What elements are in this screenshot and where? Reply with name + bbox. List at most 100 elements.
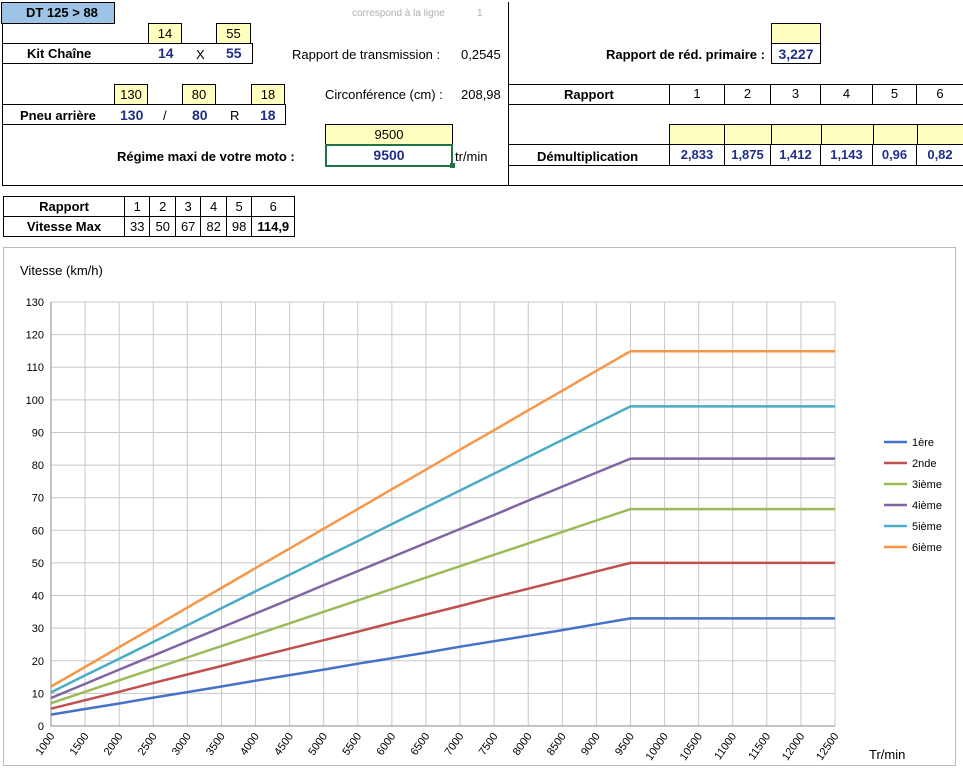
chart-x-label: Tr/min xyxy=(869,747,905,762)
x-tick-label: 5000 xyxy=(306,731,330,758)
gear-header-2: 2 xyxy=(725,84,771,104)
circumference-value: 208,98 xyxy=(461,87,501,102)
speed-gear-1: 1 xyxy=(123,196,151,217)
x-tick-label: 11000 xyxy=(712,731,739,762)
demult-value-1: 2,833 xyxy=(670,145,725,165)
demult-input-1[interactable] xyxy=(669,124,725,145)
primary-label: Rapport de réd. primaire : xyxy=(606,47,765,62)
x-tick-label: 8500 xyxy=(545,731,569,758)
x-tick-label: 8000 xyxy=(511,731,535,758)
y-tick-label: 70 xyxy=(32,493,44,505)
legend-label: 6ième xyxy=(912,542,942,554)
y-tick-label: 60 xyxy=(32,525,44,537)
tire-width-input[interactable]: 130 xyxy=(114,84,148,105)
speed-value-5: 98 xyxy=(225,216,253,237)
chain-front-value: 14 xyxy=(158,45,174,61)
x-tick-label: 7500 xyxy=(477,731,501,758)
chain-rear-value: 55 xyxy=(226,45,242,61)
series-line-3 xyxy=(50,507,835,705)
x-tick-label: 7000 xyxy=(443,731,467,758)
x-tick-label: 10500 xyxy=(678,731,705,763)
speed-gear-2: 2 xyxy=(149,196,176,217)
gear-header-3: 3 xyxy=(771,84,821,104)
gear-header-1: 1 xyxy=(670,84,725,104)
y-tick-label: 80 xyxy=(32,460,44,472)
x-tick-label: 2500 xyxy=(136,731,160,758)
x-tick-label: 4000 xyxy=(238,731,262,758)
speed-gear-5: 5 xyxy=(225,196,253,217)
gear-header-5: 5 xyxy=(873,84,917,104)
demult-input-6[interactable] xyxy=(917,124,963,145)
x-tick-label: 5500 xyxy=(340,731,364,758)
transmission-value: 0,2545 xyxy=(461,47,501,62)
legend-label: 1ère xyxy=(912,437,934,449)
y-tick-label: 40 xyxy=(32,591,44,603)
x-tick-label: 1500 xyxy=(68,731,92,758)
circumference-label: Circonférence (cm) : xyxy=(325,87,443,102)
x-tick-label: 2000 xyxy=(102,731,126,758)
series-line-6 xyxy=(50,349,835,688)
sheet-title[interactable]: DT 125 > 88 xyxy=(1,2,115,24)
tire-rim-value: 18 xyxy=(260,107,276,123)
speed-gear-6: 6 xyxy=(251,196,296,217)
primary-value: 3,227 xyxy=(771,43,821,64)
demult-input-4[interactable] xyxy=(821,124,874,145)
speed-value-4: 82 xyxy=(200,216,227,237)
series-line-1 xyxy=(50,617,835,716)
tire-slash: / xyxy=(163,108,167,123)
chart-y-label: Vitesse (km/h) xyxy=(20,263,103,278)
chain-rear-input[interactable]: 55 xyxy=(216,23,251,44)
x-tick-label: 11500 xyxy=(746,731,773,762)
demult-value-6: 0,82 xyxy=(927,147,953,162)
demult-value-5: 0,96 xyxy=(873,145,917,165)
rpm-unit: tr/min xyxy=(455,149,488,164)
y-tick-label: 50 xyxy=(32,558,44,570)
gear-header-4: 4 xyxy=(821,84,873,104)
x-tick-label: 12000 xyxy=(780,731,807,763)
tire-rim-input[interactable]: 18 xyxy=(251,84,285,105)
speed-chart-svg: 0 10 20 30 40 50 60 70 80 90 100 110 120 130 1000 1500 2… xyxy=(20,263,942,763)
speed-value-2: 50 xyxy=(149,216,176,237)
x-tick-label: 4500 xyxy=(272,731,296,758)
chain-front-input[interactable]: 14 xyxy=(148,23,182,44)
x-tick-label: 3500 xyxy=(204,731,228,758)
y-tick-label: 90 xyxy=(32,427,44,439)
x-tick-label: 3000 xyxy=(170,731,194,758)
x-tick-label: 6000 xyxy=(374,731,398,758)
y-tick-label: 100 xyxy=(26,395,44,407)
speed-table: Rapport 1 2 3 4 5 6 Vitesse Max 33 50 67… xyxy=(3,196,296,237)
series-line-5 xyxy=(50,405,835,694)
x-tick-label: 10000 xyxy=(644,731,671,763)
series-line-2 xyxy=(50,561,835,710)
rpm-value-cell[interactable]: 9500 xyxy=(325,144,453,167)
speed-chart[interactable]: 0 10 20 30 40 50 60 70 80 90 100 110 120 130 1000 1500 2… xyxy=(3,247,956,766)
y-tick-label: 10 xyxy=(32,688,44,700)
legend-label: 5ième xyxy=(912,521,942,533)
transmission-label: Rapport de transmission : xyxy=(292,47,441,62)
y-tick-label: 20 xyxy=(32,656,44,668)
rpm-selection-handle[interactable] xyxy=(450,163,455,168)
legend-label: 3ième xyxy=(912,479,942,491)
demult-value-3: 1,412 xyxy=(771,145,821,165)
demult-input-5[interactable] xyxy=(873,124,918,145)
chain-x: X xyxy=(196,47,205,62)
primary-input[interactable] xyxy=(771,23,821,44)
x-tick-label: 12500 xyxy=(814,731,841,763)
demult-value-2: 1,875 xyxy=(725,145,771,165)
y-tick-label: 0 xyxy=(38,721,44,733)
speed-gear-3: 3 xyxy=(174,196,202,217)
tire-ratio-input[interactable]: 80 xyxy=(182,84,216,105)
tire-label: Pneu arrière xyxy=(20,108,96,123)
legend-label: 2nde xyxy=(912,458,936,470)
speed-value-1: 33 xyxy=(123,216,151,237)
demult-input-3[interactable] xyxy=(771,124,822,145)
y-tick-label: 30 xyxy=(32,623,44,635)
row-note: correspond à la ligne xyxy=(352,8,445,19)
x-tick-label: 9000 xyxy=(579,731,603,758)
series-line-4 xyxy=(50,457,835,700)
chain-label: Kit Chaîne xyxy=(27,46,92,61)
demult-input-2[interactable] xyxy=(724,124,772,145)
x-tick-label: 9500 xyxy=(613,731,637,758)
speed-value-3: 67 xyxy=(174,216,202,237)
rpm-input[interactable]: 9500 xyxy=(325,124,453,145)
